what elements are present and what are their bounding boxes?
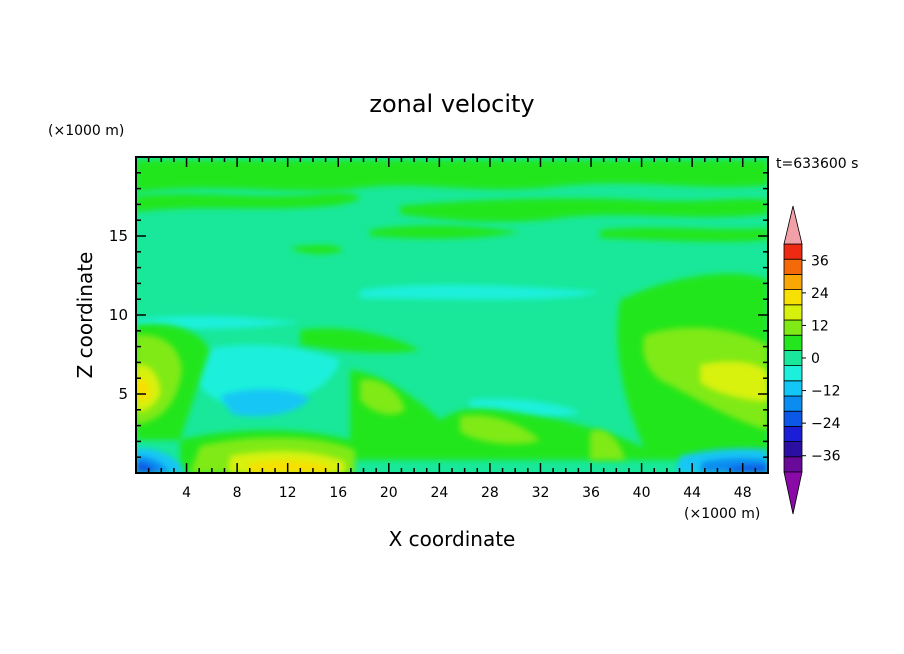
colorbar-box [783,334,803,351]
chart-title: zonal velocity [369,90,534,118]
colorbar-tick-label: −12 [811,384,841,400]
colorbar-box [783,441,803,458]
colorbar-box [783,319,803,336]
x-axis-label: X coordinate [389,527,516,551]
mid-negative-regions [136,284,720,426]
time-label: t=633600 s [776,156,858,172]
colorbar-box [783,289,803,306]
y-axis-label: Z coordinate [73,252,97,379]
positive-peak [136,377,330,473]
x-tick-label: 8 [233,485,242,501]
x-tick-label: 24 [430,485,448,501]
x-tick-label: 48 [734,485,752,501]
y-tick-label: 15 [109,227,128,245]
colorbar-extend-low [783,471,803,515]
colorbar-tick-label: 0 [811,351,820,367]
y-tick-label: 10 [109,306,128,324]
colorbar: 36 24 12 0 −12 −24 −36 [783,205,841,515]
colorbar-box [783,258,803,275]
colorbar-tick-label: −36 [811,449,841,465]
heatmap-field [136,157,768,473]
x-tick-label: 40 [633,485,651,501]
colorbar-box [783,349,803,366]
colorbar-box [783,456,803,473]
x-tick-label: 28 [481,485,499,501]
x-tick-label: 36 [582,485,600,501]
colorbar-box [783,395,803,412]
y-unit-label: (×1000 m) [48,123,124,139]
negative-core [220,389,310,417]
negative-bottom-corners [136,448,768,473]
colorbar-tick-label: 36 [811,253,829,269]
colorbar-box [783,273,803,290]
x-unit-label: (×1000 m) [684,506,760,522]
x-tick-label: 32 [532,485,550,501]
colorbar-tick-label: 12 [811,318,829,334]
upper-positive-regions [136,160,768,255]
colorbar-box [783,380,803,397]
x-tick-label: 16 [329,485,347,501]
colorbar-tick-label: −24 [811,416,841,432]
colorbar-tick-label: 24 [811,286,829,302]
x-tick-label: 12 [279,485,297,501]
colorbar-box [783,410,803,427]
colorbar-box [783,425,803,442]
x-tick-label: 4 [182,485,191,501]
y-tick-label: 5 [118,385,128,403]
colorbar-extend-high [783,205,803,245]
x-tick-label: 20 [380,485,398,501]
x-tick-label: 44 [683,485,701,501]
colorbar-box [783,304,803,321]
colorbar-box [783,243,803,260]
colorbar-box [783,365,803,382]
